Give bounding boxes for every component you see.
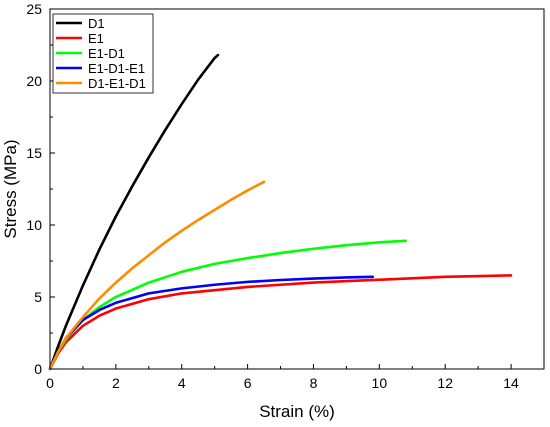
y-tick-label: 15	[26, 145, 42, 161]
legend-label: D1	[88, 16, 105, 31]
series-line-e1	[48, 274, 513, 371]
x-tick-label: 0	[46, 375, 54, 391]
y-tick-label: 5	[34, 289, 42, 305]
y-tick-label: 0	[34, 361, 42, 377]
x-tick-label: 14	[503, 375, 519, 391]
legend-label: E1	[88, 31, 104, 46]
y-tick-label: 25	[26, 1, 42, 17]
x-tick-label: 12	[437, 375, 453, 391]
y-axis-title: Stress (MPa)	[1, 139, 20, 238]
x-tick-label: 8	[310, 375, 318, 391]
y-tick-label: 20	[26, 73, 42, 89]
x-tick-label: 10	[372, 375, 388, 391]
axes-layer: 0 2 4 6 8 10 12 14 0 5 10 15 20 25	[26, 1, 519, 391]
x-tick-label: 2	[112, 375, 120, 391]
series-layer	[48, 53, 513, 371]
series-line-e1-d1	[48, 239, 407, 371]
x-tick-label: 4	[178, 375, 186, 391]
legend-label: E1-D1	[88, 46, 125, 61]
series-line-d1	[48, 53, 220, 371]
x-tick-label: 6	[244, 375, 252, 391]
y-tick-label: 10	[26, 217, 42, 233]
x-axis-title: Strain (%)	[259, 402, 335, 421]
legend-label: E1-D1-E1	[88, 61, 145, 76]
series-line-d1-e1-d1	[48, 180, 266, 371]
legend-label: D1-E1-D1	[88, 76, 146, 91]
